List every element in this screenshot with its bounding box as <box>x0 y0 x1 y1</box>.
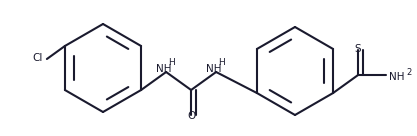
Text: NH: NH <box>389 72 404 82</box>
Text: Cl: Cl <box>33 53 43 63</box>
Text: NH: NH <box>156 64 172 74</box>
Text: 2: 2 <box>406 67 411 77</box>
Text: O: O <box>187 111 195 121</box>
Text: NH: NH <box>206 64 222 74</box>
Text: H: H <box>218 58 224 67</box>
Text: S: S <box>355 44 362 54</box>
Text: H: H <box>168 58 174 67</box>
